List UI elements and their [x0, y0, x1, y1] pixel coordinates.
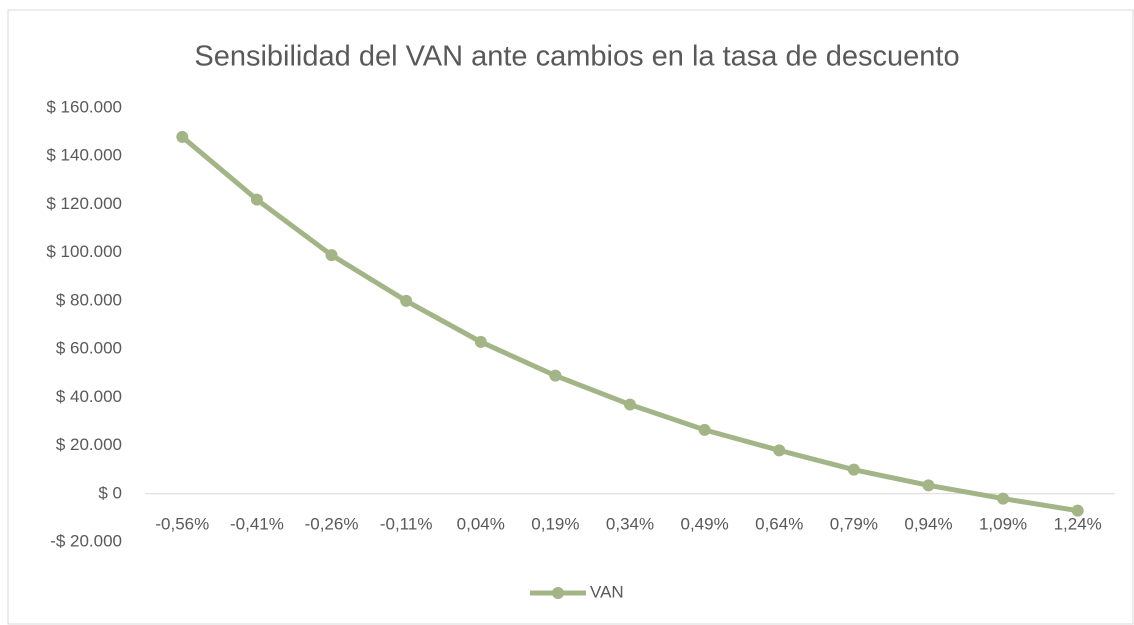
y-tick-label: $ 60.000	[56, 339, 122, 358]
y-tick-label: $ 20.000	[56, 435, 122, 454]
data-point	[773, 444, 786, 457]
y-tick-label: $ 120.000	[46, 194, 122, 213]
y-tick-label: $ 160.000	[46, 97, 122, 116]
x-tick-label: 0,49%	[681, 514, 729, 533]
y-tick-label: $ 140.000	[46, 146, 122, 165]
y-tick-label: $ 80.000	[56, 290, 122, 309]
x-tick-label: 0,79%	[830, 514, 878, 533]
data-point	[1071, 504, 1084, 517]
legend-marker	[552, 587, 564, 599]
chart-title: Sensibilidad del VAN ante cambios en la …	[194, 41, 959, 73]
data-point	[624, 398, 636, 411]
data-point	[549, 369, 562, 382]
data-point	[997, 492, 1010, 505]
y-tick-label: $ 0	[98, 483, 122, 502]
x-tick-label: -0,56%	[155, 514, 209, 533]
data-point	[176, 130, 189, 143]
y-tick-label: -$ 20.000	[50, 531, 122, 550]
chart-frame	[7, 9, 1134, 625]
x-tick-label: 0,19%	[531, 514, 579, 533]
x-tick-label: 1,09%	[979, 514, 1027, 533]
legend-label: VAN	[590, 582, 624, 601]
data-point	[698, 423, 711, 436]
x-tick-label: 0,34%	[606, 514, 654, 533]
data-point	[250, 193, 263, 206]
y-tick-label: $ 100.000	[46, 242, 122, 261]
x-tick-label: 0,04%	[457, 514, 505, 533]
x-tick-label: -0,26%	[305, 514, 359, 533]
x-tick-label: -0,11%	[380, 514, 433, 533]
data-point	[325, 249, 338, 262]
data-point	[474, 335, 487, 348]
data-point	[400, 294, 413, 307]
data-point	[922, 479, 935, 492]
data-point	[847, 463, 860, 476]
x-tick-label: -0,41%	[230, 514, 284, 533]
x-tick-label: 0,64%	[755, 514, 803, 533]
y-tick-label: $ 40.000	[56, 387, 122, 406]
x-tick-label: 1,24%	[1054, 514, 1102, 533]
x-tick-label: 0,94%	[904, 514, 952, 533]
